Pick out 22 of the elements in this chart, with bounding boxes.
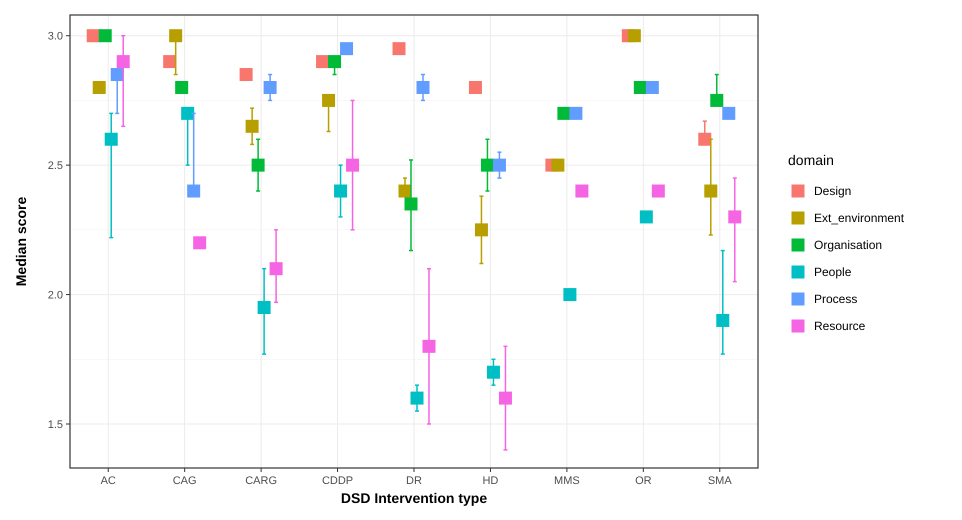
legend-title: domain bbox=[788, 152, 834, 168]
y-tick-label: 3.0 bbox=[48, 30, 63, 43]
x-tick-label: DR bbox=[406, 475, 422, 487]
x-tick-label: MMS bbox=[554, 475, 580, 487]
x-tick-label: OR bbox=[635, 475, 652, 487]
x-tick-label: AC bbox=[100, 475, 116, 487]
legend-label: Process bbox=[814, 292, 858, 306]
legend-label: Ext_environment bbox=[814, 211, 905, 226]
x-tick-label: SMA bbox=[708, 475, 732, 487]
x-tick-label: HD bbox=[482, 475, 498, 487]
x-tick-label: CARG bbox=[245, 475, 277, 487]
legend-label: Organisation bbox=[814, 238, 882, 252]
legend-label: Design bbox=[814, 184, 852, 198]
y-tick-label: 2.5 bbox=[48, 160, 63, 172]
legend-label: People bbox=[814, 265, 852, 280]
y-axis-title: Median score bbox=[13, 196, 29, 286]
x-tick-label: CAG bbox=[172, 475, 197, 487]
legend-label: Resource bbox=[814, 319, 866, 334]
x-tick-label: CDDP bbox=[322, 475, 354, 487]
x-axis-title: DSD Intervention type bbox=[340, 490, 488, 506]
y-tick-label: 2.0 bbox=[48, 289, 63, 302]
y-tick-label: 1.5 bbox=[48, 418, 63, 431]
